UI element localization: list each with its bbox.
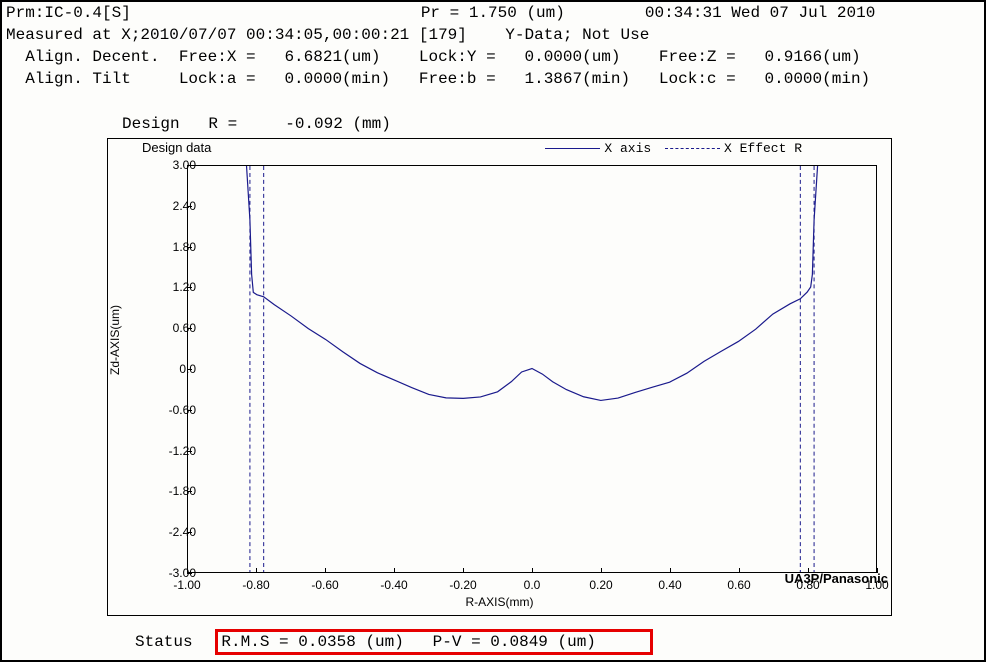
- xtick-label: -0.20: [449, 578, 476, 592]
- legend-line-dashed: [665, 148, 720, 149]
- xtick-label: -0.80: [242, 578, 269, 592]
- header-line-4: Align. Tilt Lock:a = 0.0000(min) Free:b …: [2, 68, 984, 90]
- ytick-mark: [187, 491, 192, 492]
- measurement-report-page: Prm:IC-0.4[S] Pr = 1.750 (um) 00:34:31 Wed…: [0, 0, 986, 662]
- xtick-label: 0.80: [796, 578, 819, 592]
- ytick-mark: [187, 532, 192, 533]
- xtick-mark: [394, 568, 395, 573]
- data-curve: [247, 166, 818, 400]
- status-line: Status R.M.S = 0.0358 (um) P-V = 0.0849 …: [135, 633, 596, 651]
- xtick-label: 0.40: [658, 578, 681, 592]
- x-axis-label: R-AXIS(mm): [466, 595, 534, 609]
- design-r-value: Design R = -0.092 (mm): [122, 115, 391, 133]
- xtick-label: 0.0: [524, 578, 541, 592]
- xtick-mark: [808, 568, 809, 573]
- legend-line-solid: [545, 148, 600, 149]
- header-line-3: Align. Decent. Free:X = 6.6821(um) Lock:…: [2, 46, 984, 68]
- xtick-mark: [739, 568, 740, 573]
- chart-container: Design data X axis X Effect R Zd-AXIS(um…: [107, 138, 892, 616]
- ytick-mark: [187, 451, 192, 452]
- ytick-mark: [187, 165, 192, 166]
- ytick-mark: [187, 328, 192, 329]
- xtick-label: 1.00: [865, 578, 888, 592]
- plot-area: [187, 165, 877, 573]
- prm-label: Prm:IC-0.4[S]: [6, 4, 131, 22]
- xtick-label: -0.60: [311, 578, 338, 592]
- ytick-mark: [187, 369, 192, 370]
- header-line-1: Prm:IC-0.4[S] Pr = 1.750 (um) 00:34:31 Wed…: [2, 2, 984, 24]
- legend-effect-label: X Effect R: [724, 141, 802, 156]
- y-axis-label: Zd-AXIS(um): [108, 305, 122, 375]
- xtick-label: -1.00: [173, 578, 200, 592]
- ytick-mark: [187, 247, 192, 248]
- pr-value: Pr = 1.750 (um): [421, 4, 565, 22]
- timestamp: 00:34:31 Wed 07 Jul 2010: [645, 4, 875, 22]
- ytick-mark: [187, 573, 192, 574]
- xtick-label: 0.20: [589, 578, 612, 592]
- xtick-mark: [256, 568, 257, 573]
- rms-value: R.M.S = 0.0358 (um): [221, 633, 403, 651]
- xtick-mark: [325, 568, 326, 573]
- xtick-mark: [601, 568, 602, 573]
- xtick-mark: [670, 568, 671, 573]
- legend-xaxis-label: X axis: [604, 141, 651, 156]
- ytick-mark: [187, 206, 192, 207]
- xtick-label: -0.40: [380, 578, 407, 592]
- xtick-mark: [463, 568, 464, 573]
- ytick-mark: [187, 287, 192, 288]
- chart-title: Design data: [142, 140, 211, 155]
- xtick-mark: [532, 568, 533, 573]
- xtick-mark: [187, 568, 188, 573]
- xtick-label: 0.60: [727, 578, 750, 592]
- pv-value: P-V = 0.0849 (um): [433, 633, 596, 651]
- chart-legend: X axis X Effect R: [545, 141, 802, 156]
- header-line-2: Measured at X;2010/07/07 00:34:05,00:00:…: [2, 24, 984, 46]
- xtick-mark: [877, 568, 878, 573]
- ytick-mark: [187, 410, 192, 411]
- plot-svg: [188, 166, 876, 572]
- status-label: Status: [135, 633, 193, 651]
